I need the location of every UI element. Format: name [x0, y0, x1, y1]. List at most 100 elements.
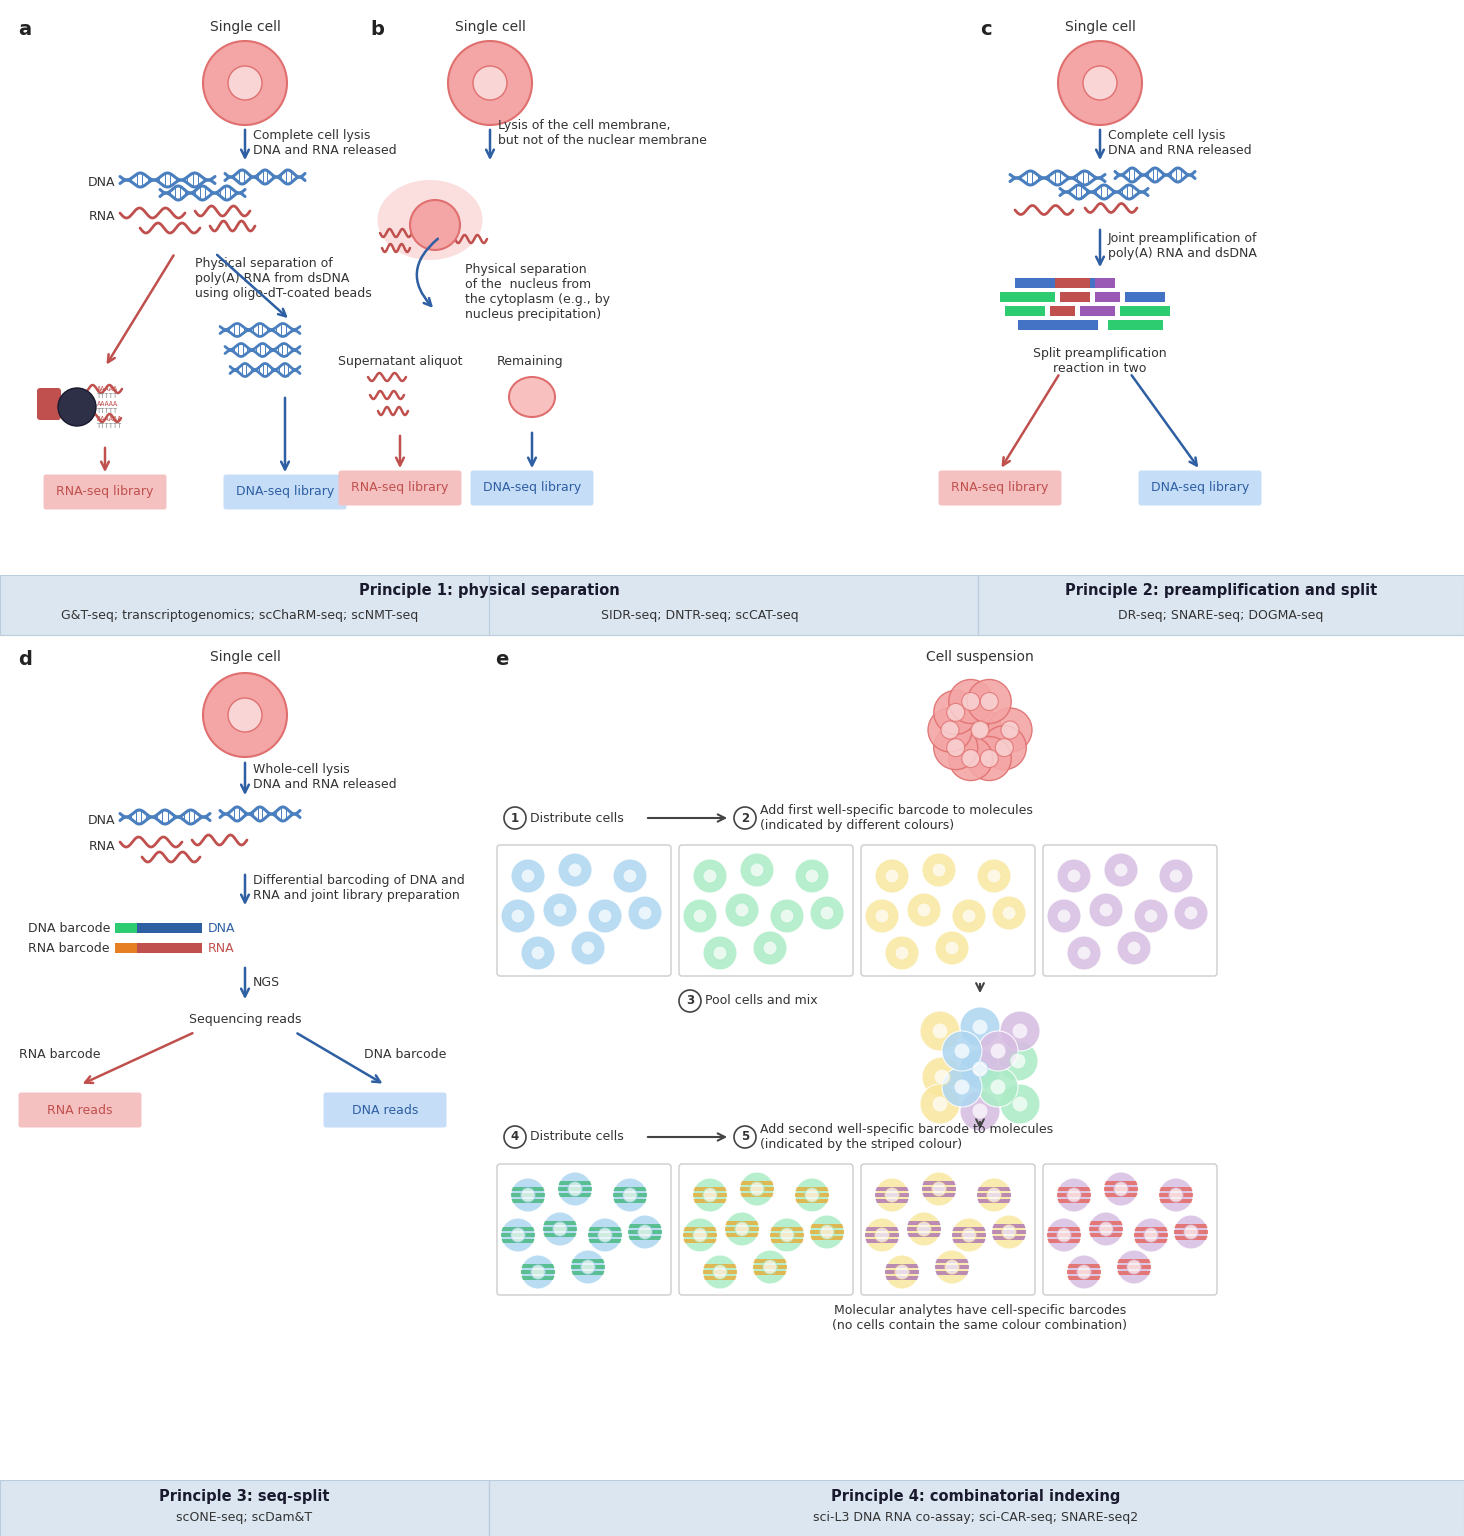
Circle shape: [1067, 935, 1101, 971]
Circle shape: [820, 906, 834, 920]
Bar: [1060, 292, 1091, 303]
FancyBboxPatch shape: [37, 389, 61, 419]
Text: Molecular analytes have cell-specific barcodes
(no cells contain the same colour: Molecular analytes have cell-specific ba…: [833, 1304, 1127, 1332]
Text: e: e: [495, 650, 508, 670]
Circle shape: [952, 1218, 985, 1252]
Circle shape: [733, 1126, 755, 1147]
Bar: [543, 1221, 577, 1226]
Text: c: c: [979, 20, 991, 38]
Circle shape: [1078, 946, 1091, 960]
Circle shape: [962, 750, 979, 768]
Bar: [922, 1181, 956, 1184]
Circle shape: [1114, 863, 1127, 877]
Text: NGS: NGS: [253, 975, 280, 989]
Bar: [613, 1200, 647, 1203]
Bar: [952, 1240, 985, 1243]
Circle shape: [1083, 66, 1117, 100]
Bar: [0, 574, 978, 634]
Circle shape: [558, 852, 591, 886]
Circle shape: [684, 1218, 717, 1252]
Circle shape: [1174, 1215, 1208, 1249]
Circle shape: [1000, 1084, 1039, 1124]
Circle shape: [1135, 1218, 1168, 1252]
Circle shape: [933, 1023, 949, 1038]
Circle shape: [770, 1218, 804, 1252]
FancyBboxPatch shape: [324, 1092, 447, 1127]
FancyBboxPatch shape: [224, 475, 347, 510]
Bar: [703, 1264, 736, 1269]
Bar: [571, 1270, 605, 1275]
Circle shape: [934, 725, 978, 770]
FancyBboxPatch shape: [1042, 845, 1217, 975]
Circle shape: [972, 1061, 988, 1077]
Text: DNA reads: DNA reads: [351, 1103, 419, 1117]
Bar: [1174, 1230, 1208, 1233]
FancyBboxPatch shape: [861, 1164, 1035, 1295]
Text: Lysis of the cell membrane,
but not of the nuclear membrane: Lysis of the cell membrane, but not of t…: [498, 118, 707, 147]
Circle shape: [928, 708, 972, 753]
Circle shape: [941, 1068, 982, 1107]
Bar: [810, 1230, 845, 1233]
Bar: [1067, 1264, 1101, 1269]
Bar: [978, 574, 1464, 634]
Circle shape: [981, 693, 998, 711]
Circle shape: [960, 1091, 1000, 1130]
Bar: [875, 1193, 909, 1197]
Circle shape: [684, 899, 717, 932]
Circle shape: [971, 720, 990, 739]
Text: RNA: RNA: [88, 210, 116, 224]
Circle shape: [895, 1266, 909, 1279]
Circle shape: [473, 66, 507, 100]
Bar: [725, 1227, 758, 1230]
Circle shape: [553, 903, 567, 917]
Circle shape: [976, 1178, 1012, 1212]
Bar: [692, 1193, 728, 1197]
Circle shape: [916, 1223, 931, 1236]
Circle shape: [735, 1223, 750, 1236]
Text: Split preamplification
reaction in two: Split preamplification reaction in two: [1034, 347, 1167, 375]
Circle shape: [987, 1187, 1001, 1203]
Bar: [501, 1240, 534, 1243]
Circle shape: [933, 1183, 946, 1197]
Circle shape: [972, 1103, 988, 1120]
Bar: [613, 1193, 647, 1197]
Circle shape: [990, 1078, 1006, 1095]
Bar: [976, 1193, 1012, 1197]
Text: 2: 2: [741, 811, 750, 825]
Bar: [935, 1266, 969, 1269]
Ellipse shape: [378, 180, 483, 260]
Bar: [1104, 1187, 1138, 1190]
Circle shape: [501, 899, 534, 932]
Circle shape: [810, 1215, 845, 1249]
Circle shape: [1057, 859, 1091, 892]
Circle shape: [725, 1212, 758, 1246]
Circle shape: [780, 909, 793, 923]
Bar: [1000, 292, 1056, 303]
Bar: [521, 1276, 555, 1279]
Bar: [1095, 292, 1120, 303]
Bar: [692, 1187, 728, 1190]
Text: Whole-cell lysis
DNA and RNA released: Whole-cell lysis DNA and RNA released: [253, 763, 397, 791]
FancyBboxPatch shape: [938, 470, 1061, 505]
Circle shape: [1184, 906, 1198, 920]
Text: DNA: DNA: [88, 814, 116, 826]
Bar: [725, 1221, 758, 1226]
Bar: [1117, 1270, 1151, 1275]
Text: TTTTT: TTTTT: [97, 393, 119, 399]
Circle shape: [597, 1227, 612, 1243]
Circle shape: [895, 946, 909, 960]
Bar: [0, 567, 1464, 574]
Circle shape: [1159, 859, 1193, 892]
Text: Single cell: Single cell: [1064, 20, 1136, 34]
Circle shape: [949, 737, 993, 780]
Bar: [993, 1236, 1026, 1240]
Circle shape: [1104, 852, 1138, 886]
Text: RNA reads: RNA reads: [47, 1103, 113, 1117]
Circle shape: [988, 708, 1032, 753]
Circle shape: [692, 909, 707, 923]
Text: AAAAA: AAAAA: [97, 386, 119, 392]
Bar: [875, 1200, 909, 1203]
Circle shape: [511, 1178, 545, 1212]
Circle shape: [703, 935, 736, 971]
Circle shape: [1184, 1226, 1198, 1240]
